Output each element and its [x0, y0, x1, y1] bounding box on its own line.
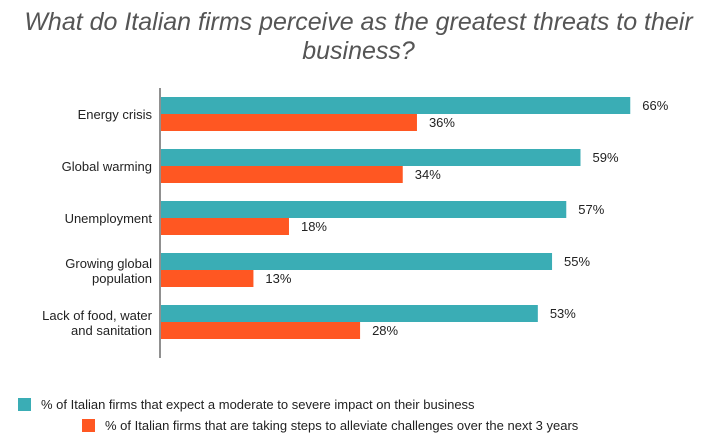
- category-label: Growing global population: [65, 256, 152, 286]
- bar-impact: [161, 305, 538, 322]
- chart-title: What do Italian firms perceive as the gr…: [24, 8, 693, 65]
- bar-impact: [161, 149, 581, 166]
- bar-impact: [161, 97, 631, 114]
- data-label-impact: 53%: [550, 306, 576, 321]
- bars-layer: Energy crisis 66% 36% Global warming 59% 34% U…: [42, 97, 669, 339]
- bar-steps: [161, 114, 417, 131]
- category-label: Lack of food, water and sanitation: [42, 308, 153, 338]
- legend-swatch-steps: [82, 419, 95, 432]
- data-label-steps: 34%: [415, 167, 441, 182]
- bar-impact: [161, 253, 553, 270]
- legend-label-steps: % of Italian firms that are taking steps…: [105, 418, 579, 433]
- bar-steps: [161, 322, 361, 339]
- data-label-steps: 13%: [265, 271, 291, 286]
- data-label-impact: 59%: [592, 150, 618, 165]
- category-label: Global warming: [62, 159, 152, 174]
- data-label-steps: 36%: [429, 115, 455, 130]
- data-label-steps: 18%: [301, 219, 327, 234]
- legend-item-impact: % of Italian firms that expect a moderat…: [18, 397, 475, 412]
- bar-steps: [161, 166, 403, 183]
- bar-steps: [161, 270, 254, 287]
- data-label-impact: 66%: [642, 98, 668, 113]
- data-label-impact: 57%: [578, 202, 604, 217]
- legend-item-steps: % of Italian firms that are taking steps…: [82, 418, 578, 433]
- category-label: Unemployment: [65, 211, 153, 226]
- category-label: Energy crisis: [78, 107, 153, 122]
- data-label-steps: 28%: [372, 323, 398, 338]
- legend-label-impact: % of Italian firms that expect a moderat…: [41, 397, 475, 412]
- legend-swatch-impact: [18, 398, 31, 411]
- bar-steps: [161, 218, 289, 235]
- data-label-impact: 55%: [564, 254, 590, 269]
- bar-impact: [161, 201, 567, 218]
